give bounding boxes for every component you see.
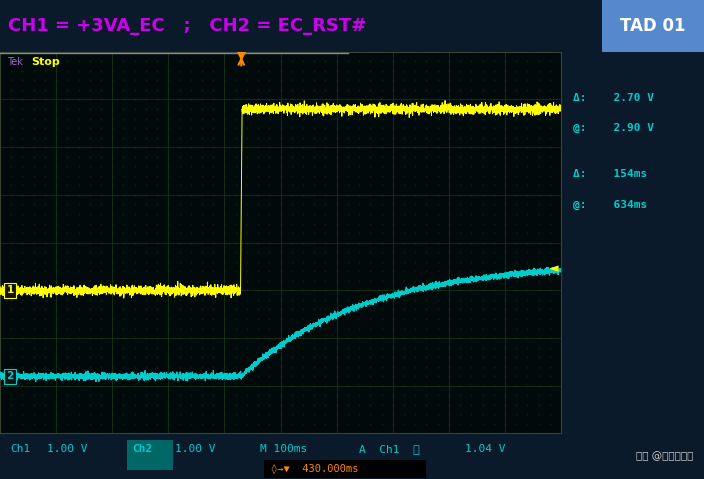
Bar	[264, 460, 426, 478]
Text: M 100ms: M 100ms	[260, 445, 308, 455]
Text: CH1 = +3VA_EC   ;   CH2 = EC_RST#: CH1 = +3VA_EC ; CH2 = EC_RST#	[8, 17, 367, 35]
Text: ◄: ◄	[548, 103, 558, 115]
Text: @:    2.90 V: @: 2.90 V	[572, 123, 653, 133]
Text: 1.04 V: 1.04 V	[465, 445, 505, 455]
Text: 1.00 V: 1.00 V	[47, 445, 88, 455]
Text: 1: 1	[6, 285, 13, 296]
Text: Ch1: Ch1	[11, 445, 31, 455]
Text: ◄: ◄	[548, 262, 558, 275]
Text: ◊→▼  430.000ms: ◊→▼ 430.000ms	[271, 464, 358, 474]
Text: 2: 2	[6, 371, 13, 381]
Text: Δ:    2.70 V: Δ: 2.70 V	[572, 92, 653, 103]
Text: @:    634ms: @: 634ms	[572, 199, 647, 209]
Text: 1.00 V: 1.00 V	[175, 445, 215, 455]
Bar	[127, 440, 173, 470]
Text: Tek: Tek	[7, 57, 23, 68]
Text: Stop: Stop	[31, 57, 60, 68]
Text: TAD 01: TAD 01	[620, 17, 686, 35]
Text: A  Ch1  ∯: A Ch1 ∯	[359, 445, 420, 455]
Bar	[602, 0, 704, 52]
Text: 头条 @跟我学电脑: 头条 @跟我学电脑	[636, 451, 693, 461]
Text: Δ:    154ms: Δ: 154ms	[572, 169, 647, 179]
Text: Ch2: Ch2	[132, 445, 153, 455]
